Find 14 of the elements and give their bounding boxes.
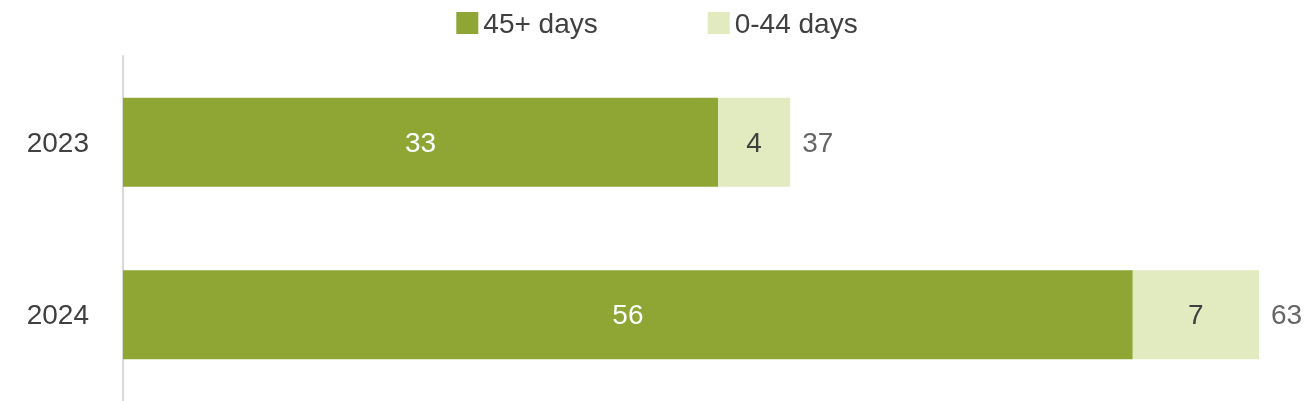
data-label: 56 [612,299,644,331]
legend-label: 0-44 days [734,7,858,39]
data-label: 4 [746,126,762,158]
y-tick-label: 2024 [26,299,89,331]
legend-label: 45+ days [483,7,598,39]
total-label: 63 [1271,299,1303,331]
bar [123,97,719,187]
bar [123,270,1133,360]
bar [718,97,791,187]
data-label: 7 [1188,299,1204,331]
data-label: 33 [404,126,437,158]
total-label: 37 [802,126,834,158]
bar [1132,270,1259,360]
y-tick-label: 2023 [26,126,89,158]
